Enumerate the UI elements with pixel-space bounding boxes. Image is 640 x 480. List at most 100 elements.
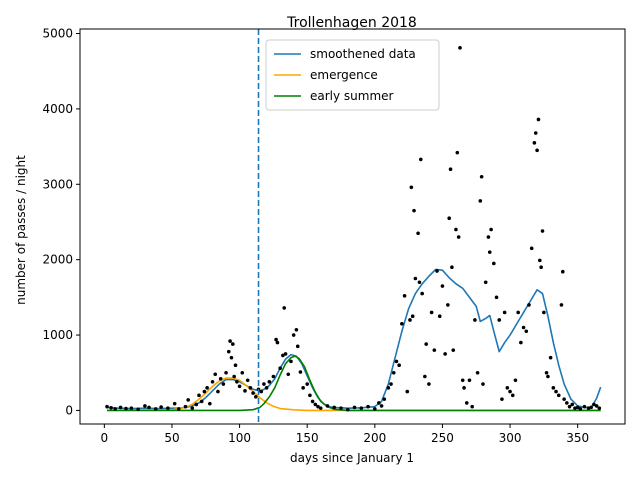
x-tick-label: 100: [228, 431, 251, 445]
data-point: [194, 402, 199, 407]
data-point: [233, 363, 238, 368]
data-point: [259, 389, 264, 394]
data-point: [510, 393, 515, 398]
data-point: [382, 397, 387, 401]
y-tick-label: 5000: [42, 27, 73, 41]
data-point: [487, 250, 492, 254]
data-point: [527, 303, 531, 307]
data-point: [402, 294, 407, 298]
data-point: [486, 235, 491, 239]
data-point: [481, 382, 485, 386]
chart-title: Trollenhagen 2018: [286, 15, 417, 31]
data-point: [478, 199, 483, 203]
data-point: [339, 406, 343, 410]
series-layer: [105, 29, 602, 424]
data-point: [454, 227, 458, 232]
data-point: [497, 318, 502, 322]
data-point: [562, 397, 566, 401]
data-point: [446, 303, 450, 307]
data-point: [281, 353, 285, 358]
data-point: [427, 382, 431, 386]
data-point: [535, 148, 539, 153]
data-point: [283, 352, 288, 356]
plot-frame: [79, 28, 626, 425]
data-point: [305, 382, 310, 386]
data-point: [410, 314, 415, 319]
data-point: [409, 185, 414, 190]
data-point: [221, 382, 226, 386]
data-point: [240, 370, 245, 375]
data-point: [489, 227, 493, 232]
data-point: [573, 406, 577, 410]
legend-entry: smoothened data: [310, 47, 416, 61]
data-point: [492, 261, 496, 266]
data-point: [432, 348, 437, 352]
data-point: [143, 404, 147, 408]
data-point: [408, 318, 412, 322]
data-point: [500, 397, 504, 401]
data-point: [278, 366, 282, 371]
data-point: [575, 405, 580, 410]
x-tick-label: 50: [164, 431, 179, 445]
data-point: [359, 406, 364, 410]
data-point: [391, 370, 396, 375]
data-point: [544, 370, 549, 375]
data-point: [508, 389, 512, 394]
data-point: [313, 402, 318, 407]
data-point: [231, 342, 235, 346]
data-point: [251, 391, 255, 395]
data-point: [570, 402, 575, 407]
data-point: [540, 229, 545, 233]
data-point: [435, 269, 439, 273]
data-point: [264, 386, 269, 390]
data-point: [546, 374, 550, 379]
data-point: [455, 150, 460, 155]
data-point: [218, 376, 223, 381]
data-point: [109, 405, 113, 410]
data-point: [538, 258, 542, 263]
y-axis-label: number of passes / night: [14, 155, 28, 305]
data-point: [186, 398, 190, 402]
data-point: [274, 337, 278, 342]
data-point: [556, 393, 561, 398]
data-point: [275, 340, 280, 345]
plot-area: [105, 29, 602, 424]
data-point: [147, 405, 151, 410]
data-point: [298, 370, 303, 374]
data-point: [172, 401, 177, 406]
data-point: [389, 382, 393, 386]
data-point: [208, 401, 212, 406]
data-point: [483, 280, 488, 285]
data-point: [542, 310, 546, 315]
data-point: [301, 386, 305, 390]
data-point: [505, 386, 510, 390]
data-point: [551, 386, 556, 390]
data-point: [539, 265, 543, 270]
data-point: [237, 384, 242, 389]
data-point: [295, 344, 300, 349]
data-point: [560, 269, 565, 274]
data-point: [440, 284, 445, 288]
data-point: [271, 374, 276, 379]
data-point: [405, 389, 410, 394]
data-point: [166, 406, 170, 410]
data-point: [202, 389, 207, 394]
data-point: [437, 314, 442, 319]
x-tick-label: 150: [296, 431, 319, 445]
data-point: [224, 370, 228, 375]
data-point: [524, 329, 529, 334]
data-point: [377, 401, 381, 405]
data-point: [516, 310, 520, 315]
data-point: [243, 389, 247, 393]
data-point: [113, 407, 117, 411]
data-point: [450, 265, 454, 270]
data-point: [386, 386, 391, 390]
x-tick-label: 350: [566, 431, 589, 445]
data-point: [592, 402, 596, 407]
data-point: [464, 401, 469, 405]
data-point: [456, 235, 461, 239]
data-point: [248, 386, 253, 390]
data-point: [397, 363, 401, 368]
data-point: [394, 359, 399, 364]
y-tick-label: 0: [65, 403, 73, 417]
